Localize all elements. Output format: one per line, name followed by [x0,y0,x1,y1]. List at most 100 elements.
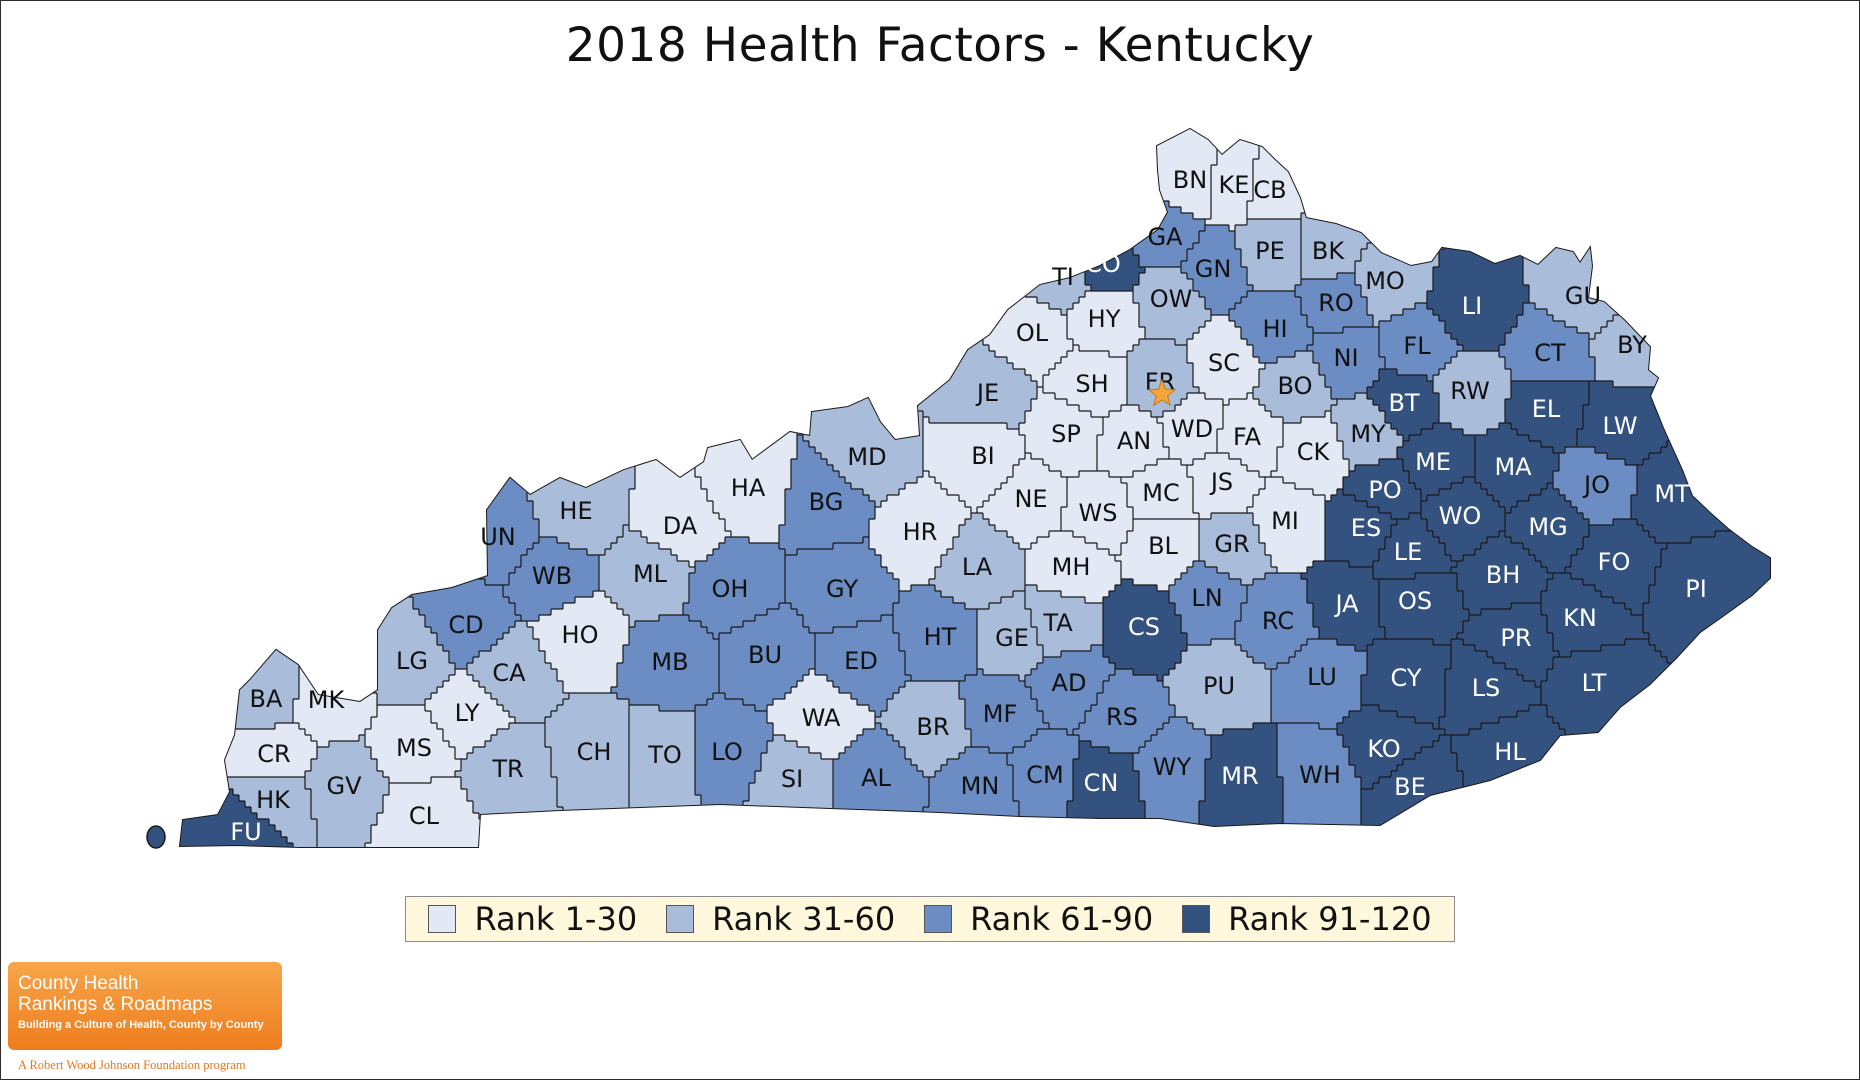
county-label-fa: FA [1233,423,1262,451]
county-label-mh: MH [1052,553,1091,581]
county-label-tr: TR [491,755,523,783]
county-mc [1121,459,1199,519]
logo-tagline: Building a Culture of Health, County by … [18,1019,264,1031]
county-label-ch: CH [577,738,612,766]
county-label-mo: MO [1365,267,1405,295]
county-ln [1169,561,1247,645]
county-label-mn: MN [961,772,1000,800]
county-label-ws: WS [1079,499,1118,527]
legend-swatch [428,905,457,933]
county-jo [1553,447,1637,525]
county-ba [180,315,299,741]
county-label-gr: GR [1214,530,1249,558]
county-fu-exclave [146,825,166,849]
county-ti [737,129,1091,315]
county-label-lt: LT [1582,669,1607,697]
legend-label: Rank 91-120 [1228,900,1432,938]
county-fo [1565,519,1667,615]
county-bg [779,435,875,555]
county-label-ti: TI [1051,263,1074,291]
county-pe [1235,219,1301,291]
county-label-ct: CT [1534,339,1566,367]
county-label-wd: WD [1171,415,1213,443]
county-fa [1217,393,1283,477]
county-hr [869,471,971,591]
county-label-cb: CB [1253,176,1286,204]
county-label-lg: LG [396,647,428,675]
county-ct [1499,303,1595,381]
county-br [875,681,971,777]
county-rw [1433,351,1511,435]
county-gy [785,537,899,633]
county-cr [180,723,317,777]
county-label-ad: AD [1052,669,1087,697]
county-label-br: BR [916,713,949,741]
county-bu [719,603,815,711]
county-ly [425,669,515,759]
county-label-mk: MK [308,686,346,714]
county-label-ta: TA [1042,609,1073,637]
county-label-hy: HY [1088,305,1121,333]
county-ja [1301,561,1385,651]
county-label-fl: FL [1403,332,1431,360]
county-label-la: LA [962,553,993,581]
county-label-bk: BK [1312,237,1345,265]
county-label-rs: RS [1106,703,1138,731]
county-label-ga: GA [1147,223,1183,251]
county-label-cn: CN [1084,769,1119,797]
county-label-wa: WA [802,704,841,732]
county-label-js: JS [1209,468,1233,496]
county-ro [1295,273,1373,333]
county-label-gn: GN [1195,255,1232,283]
county-label-bg: BG [809,488,844,516]
county-label-he: HE [559,497,592,525]
county-label-el: EL [1532,395,1561,423]
county-label-ko: KO [1367,735,1400,763]
county-label-lu: LU [1307,663,1337,691]
county-ge [977,591,1043,681]
county-mi [1247,477,1325,573]
county-label-mi: MI [1271,507,1299,535]
county-label-sh: SH [1075,370,1108,398]
county-label-gy: GY [826,575,858,603]
county-hy [1067,291,1145,357]
county-ko [1337,705,1445,789]
county-le [1373,513,1457,579]
county-label-ba: BA [250,685,283,713]
county-label-je: JE [975,379,999,407]
legend-item-rank-61-90: Rank 61-90 [924,900,1153,938]
county-bl [1115,519,1199,591]
legend-swatch [924,905,953,933]
county-label-bh: BH [1486,561,1521,589]
county-label-lw: LW [1603,412,1638,440]
county-label-ow: OW [1150,285,1193,313]
county-label-rw: RW [1450,377,1489,405]
county-rs [1073,669,1175,753]
county-label-fo: FO [1598,548,1631,576]
county-ni [1307,327,1385,399]
county-label-si: SI [781,765,803,793]
county-label-my: MY [1350,420,1386,448]
county-label-le: LE [1394,538,1423,566]
county-bo [1253,351,1337,423]
county-to [623,705,701,847]
county-label-wb: WB [532,562,572,590]
county-label-cy: CY [1391,664,1422,692]
county-label-mc: MC [1142,479,1179,507]
county-gv [305,735,389,847]
county-label-ke: KE [1219,171,1250,199]
legend-swatch [666,905,695,933]
county-label-cr: CR [257,740,290,768]
county-label-os: OS [1398,587,1432,615]
county-label-co: CO [1085,250,1121,278]
county-label-cm: CM [1026,761,1063,789]
county-pu [1163,639,1271,735]
county-ch [545,693,629,847]
county-mg [1505,483,1589,573]
county-cs [1103,579,1187,681]
county-label-ja: JA [1333,590,1359,618]
county-label-bl: BL [1148,532,1178,560]
county-label-cs: CS [1128,613,1160,641]
county-an [1097,405,1169,477]
county-bh [1451,531,1553,615]
